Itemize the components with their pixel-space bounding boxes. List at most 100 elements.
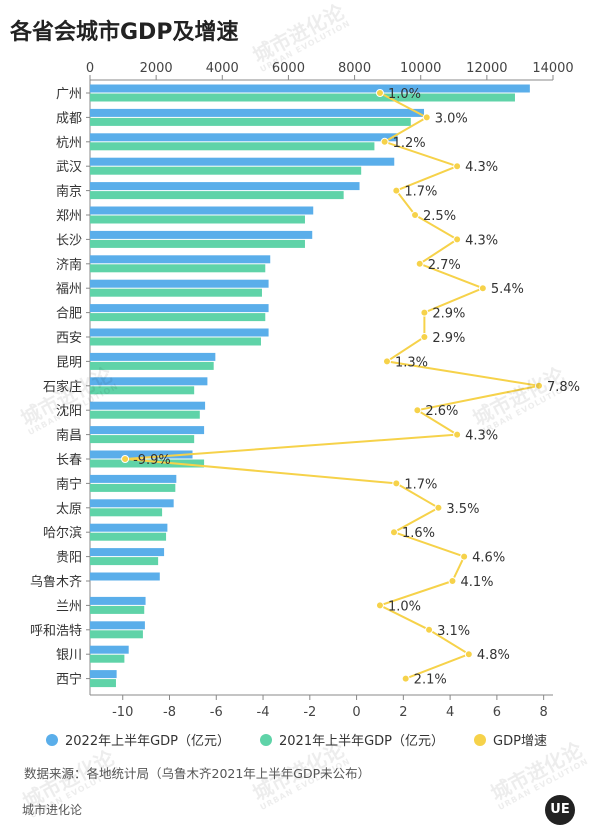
bar-2022	[90, 450, 193, 459]
bar-2021	[90, 239, 305, 248]
bar-2022	[90, 352, 216, 361]
growth-point	[382, 357, 391, 366]
bar-2022	[90, 133, 398, 142]
category-label: 合肥	[56, 307, 82, 322]
bottom-axis-tick-label: -4	[257, 705, 270, 720]
category-label: 哈尔滨	[43, 525, 82, 541]
bar-2022	[90, 523, 168, 532]
bar-2022	[90, 401, 206, 410]
growth-data-label: 4.3%	[465, 429, 498, 444]
bar-2022	[90, 279, 269, 288]
category-label: 广州	[56, 87, 82, 102]
legend-label-growth: GDP增速	[493, 734, 547, 749]
category-label: 长春	[56, 453, 82, 468]
top-axis-tick-label: 6000	[272, 61, 305, 76]
growth-point	[478, 284, 487, 293]
top-axis-tick-label: 14000	[532, 61, 573, 76]
bar-2021	[90, 288, 262, 297]
growth-data-label: 1.0%	[388, 87, 421, 102]
growth-point	[434, 503, 443, 512]
category-label: 贵阳	[56, 551, 82, 566]
top-axis-tick-label: 4000	[206, 61, 239, 76]
category-label: 西安	[56, 331, 82, 346]
data-source-note: 数据来源：各地统计局（乌鲁木齐2021年上半年GDP未公布）	[24, 766, 371, 781]
growth-data-label: 4.3%	[465, 233, 498, 248]
bar-2021	[90, 654, 125, 663]
growth-point	[448, 577, 457, 585]
category-label: 武汉	[56, 160, 82, 175]
growth-data-label: 2.9%	[432, 331, 465, 346]
bar-2022	[90, 426, 205, 435]
growth-point	[453, 162, 462, 171]
legend-item-2021[interactable]: 2021年上半年GDP（亿元）	[260, 730, 444, 749]
bar-2022	[90, 206, 314, 215]
category-label: 成都	[56, 111, 82, 126]
legend-item-growth[interactable]: GDP增速	[474, 730, 547, 749]
growth-data-label: 2.6%	[425, 404, 458, 419]
bottom-axis-tick-label: 2	[399, 705, 407, 720]
bottom-axis-tick-label: 8	[540, 705, 548, 720]
bar-2021	[90, 532, 167, 541]
legend-label-2022: 2022年上半年GDP（亿元）	[65, 734, 231, 749]
bar-2021	[90, 215, 305, 224]
legend-swatch-growth	[474, 733, 487, 746]
category-label: 呼和浩特	[30, 624, 82, 639]
category-label: 西宁	[56, 672, 82, 688]
page-title: 各省会城市GDP及增速	[10, 20, 239, 45]
category-label: 昆明	[56, 355, 82, 370]
top-axis-tick-label: 10000	[400, 61, 441, 76]
growth-data-label: 2.5%	[423, 209, 456, 224]
bar-2021	[90, 191, 344, 200]
chart-legend: 2022年上半年GDP（亿元） 2021年上半年GDP（亿元） GDP增速	[46, 730, 547, 749]
bar-2022	[90, 499, 174, 508]
category-label: 银川	[56, 648, 82, 663]
bar-2021	[90, 630, 143, 639]
growth-point	[380, 137, 389, 146]
bottom-axis-tick-label: 4	[446, 705, 454, 720]
bottom-axis-tick-label: -10	[112, 705, 133, 720]
bar-2021	[90, 557, 159, 566]
legend-item-2022[interactable]: 2022年上半年GDP（亿元）	[46, 730, 230, 749]
bar-2022	[90, 182, 360, 191]
growth-point	[422, 113, 431, 122]
bar-2021	[90, 435, 195, 444]
growth-data-label: 4.1%	[460, 575, 493, 590]
growth-point	[392, 186, 401, 195]
category-label: 南宁	[56, 476, 82, 492]
bar-2022	[90, 328, 269, 337]
growth-point	[121, 455, 130, 463]
growth-data-label: 2.9%	[432, 307, 465, 322]
bar-2021	[90, 93, 515, 102]
growth-point	[460, 552, 469, 561]
growth-data-label: 7.8%	[547, 380, 580, 395]
bar-2022	[90, 230, 313, 239]
bottom-axis-tick-label: -6	[210, 705, 223, 720]
growth-data-label: 4.8%	[477, 648, 510, 663]
bar-2021	[90, 313, 266, 322]
growth-data-label: 5.4%	[491, 282, 524, 297]
legend-label-2021: 2021年上半年GDP（亿元）	[279, 734, 445, 749]
growth-data-label: -9.9%	[133, 453, 171, 468]
category-label: 杭州	[56, 136, 82, 151]
growth-line	[124, 92, 540, 680]
growth-point	[420, 333, 429, 341]
top-axis-tick-label: 8000	[338, 61, 371, 76]
category-label: 石家庄	[43, 379, 82, 395]
category-label: 南京	[56, 184, 82, 200]
growth-point	[453, 430, 462, 439]
bar-2021	[90, 142, 375, 151]
growth-data-label: 1.7%	[404, 477, 437, 492]
growth-data-label: 2.7%	[428, 258, 461, 273]
growth-data-label: 3.1%	[437, 624, 470, 639]
bottom-axis-tick-label: 0	[352, 705, 360, 720]
brand-name: 城市进化论	[22, 803, 83, 817]
bar-2022	[90, 572, 160, 581]
bar-2022	[90, 84, 530, 93]
bar-2022	[90, 670, 117, 679]
bar-2021	[90, 361, 214, 370]
growth-point	[464, 650, 473, 659]
bar-2021	[90, 337, 261, 346]
bar-2021	[90, 166, 362, 175]
category-label: 兰州	[56, 599, 82, 614]
